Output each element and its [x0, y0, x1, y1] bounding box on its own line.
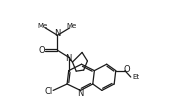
Text: Cl: Cl [45, 87, 53, 96]
Text: O: O [124, 65, 130, 74]
Text: O: O [38, 46, 45, 55]
Text: N: N [77, 89, 84, 98]
Text: Me: Me [37, 23, 47, 29]
Text: N: N [54, 29, 61, 38]
Text: Me: Me [67, 23, 77, 29]
Text: N: N [65, 54, 72, 63]
Text: Et: Et [132, 74, 139, 80]
